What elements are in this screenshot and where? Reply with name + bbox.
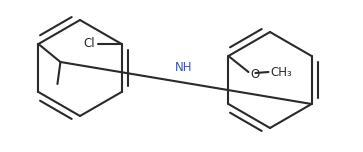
Text: Cl: Cl <box>83 38 95 50</box>
Text: O: O <box>250 67 260 81</box>
Text: NH: NH <box>175 61 193 74</box>
Text: CH₃: CH₃ <box>270 66 292 78</box>
